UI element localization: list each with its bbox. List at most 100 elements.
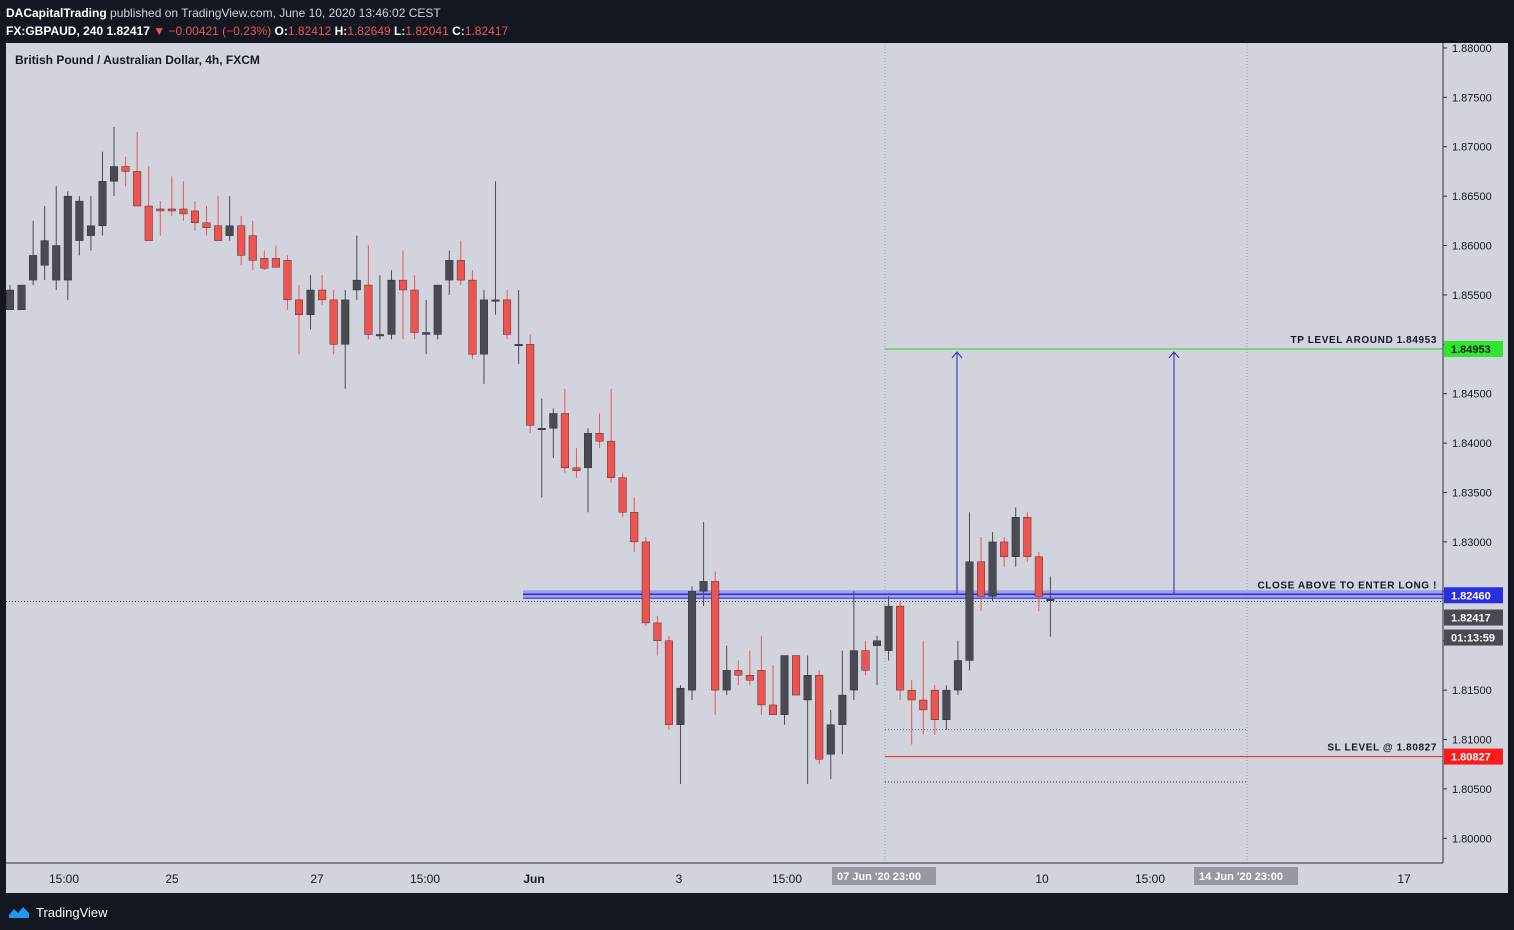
tp-badge: 1.84953 [1444, 340, 1503, 357]
candle [110, 126, 119, 197]
candle [214, 196, 223, 241]
candle-body [63, 195, 72, 281]
x-tick-label: Jun [523, 872, 544, 886]
chart-area[interactable]: TP LEVEL AROUND 1.84953 CLOSE ABOVE TO EN… [6, 43, 1508, 893]
brand-label[interactable]: TradingView [36, 904, 108, 920]
sl-label: SL LEVEL @ 1.80827 [1327, 743, 1437, 754]
candle-body [838, 694, 847, 725]
candle [861, 640, 870, 676]
sl-badge-text: 1.80827 [1451, 752, 1491, 764]
candle [433, 284, 442, 340]
publish-line: DACapitalTrading published on TradingVie… [6, 4, 508, 22]
candle-body [6, 289, 14, 310]
candle-body [942, 689, 951, 720]
candle [86, 196, 95, 251]
candle [688, 586, 697, 700]
candle [676, 685, 685, 784]
candle-body [699, 581, 708, 592]
candle-body [861, 650, 870, 671]
candle-body [179, 208, 188, 215]
y-tick-label: 1.87500 [1452, 92, 1492, 104]
candle [364, 245, 373, 340]
candle [815, 670, 824, 765]
candle-body [664, 640, 673, 725]
candle [179, 181, 188, 221]
range-start-badge-bg [832, 867, 936, 885]
entry-badge: 1.82460 [1444, 587, 1503, 604]
candle-body [144, 205, 153, 241]
candle-body [98, 181, 107, 226]
candle-body [399, 279, 408, 291]
y-tick-label: 1.80500 [1452, 784, 1492, 796]
candle [75, 196, 84, 256]
chart-title: British Pound / Australian Dollar, 4h, F… [15, 53, 260, 67]
y-tick-label: 1.86500 [1452, 191, 1492, 203]
low-label: L: [394, 24, 406, 38]
candle [896, 601, 905, 700]
candle-body [873, 640, 882, 646]
candle-body [607, 440, 616, 478]
candle [283, 255, 292, 310]
candle-body [1023, 517, 1032, 557]
candle-body [792, 655, 801, 696]
candle-body [849, 650, 858, 691]
candle-body [422, 332, 431, 335]
candle-body [584, 433, 593, 469]
candle [306, 275, 315, 330]
candle [838, 650, 847, 755]
author-name[interactable]: DACapitalTrading [6, 6, 107, 20]
candle-body [260, 258, 269, 269]
candle [630, 497, 639, 552]
chart-header: DACapitalTrading published on TradingVie… [6, 4, 508, 40]
candle [17, 284, 26, 310]
x-tick-label: 27 [310, 872, 324, 886]
candle-body [1046, 599, 1055, 601]
candle [977, 536, 986, 612]
candle [919, 640, 928, 735]
candle [930, 685, 939, 735]
candle [907, 680, 916, 745]
close-value: 1.82417 [464, 24, 509, 38]
y-tick-label: 1.88000 [1452, 43, 1492, 55]
y-tick-label: 1.80000 [1452, 833, 1492, 845]
candle-body [283, 260, 292, 301]
candle [63, 191, 72, 300]
tp-badge-bg [1444, 340, 1503, 357]
candle-body [364, 284, 373, 335]
candle [942, 685, 951, 730]
entry-badge-bg [1444, 587, 1503, 604]
candle [98, 151, 107, 236]
x-tick-label: 3 [676, 872, 683, 886]
candle-body [202, 222, 211, 228]
close-label: C: [452, 24, 465, 38]
tradingview-logo-icon[interactable] [8, 905, 30, 919]
candle [445, 250, 454, 295]
y-tick-label: 1.86000 [1452, 241, 1492, 253]
current-price-badge-bg [1444, 609, 1503, 626]
current-price-badge: 1.82417 [1444, 609, 1503, 626]
candle [40, 206, 49, 281]
tp-arrow-left [951, 351, 963, 594]
price-chart[interactable]: TP LEVEL AROUND 1.84953 CLOSE ABOVE TO EN… [6, 43, 1508, 893]
candle [468, 270, 477, 360]
candle [734, 660, 743, 686]
candle [653, 616, 662, 656]
candle [271, 245, 280, 268]
candle [607, 388, 616, 483]
publish-text: published on TradingView.com, June 10, 2… [110, 6, 441, 20]
candle-body [468, 279, 477, 355]
candle-body [711, 581, 720, 691]
candle [202, 206, 211, 236]
candle [479, 289, 488, 384]
symbol-label: FX:GBPAUD, 240 [6, 24, 104, 38]
x-tick-label: 15:00 [49, 872, 79, 886]
candle-body [907, 689, 916, 701]
candle-body [688, 591, 697, 691]
candle-body [329, 299, 338, 345]
candle [329, 289, 338, 355]
price-axis[interactable] [1443, 43, 1508, 893]
countdown-badge: 01:13:59 [1444, 629, 1503, 646]
candle-body [271, 258, 280, 268]
y-tick-label: 1.87000 [1452, 142, 1492, 154]
candle [352, 235, 361, 300]
